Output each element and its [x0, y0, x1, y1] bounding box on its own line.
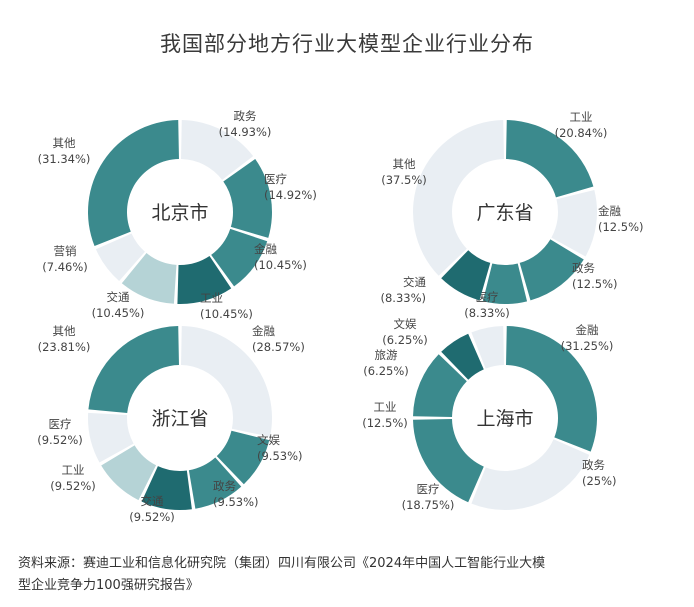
- slice-name-label: 其他: [53, 136, 76, 150]
- slice-value-label: (18.75%): [402, 498, 455, 512]
- slice-name-label: 政务: [572, 261, 595, 275]
- slice-旅游: [441, 333, 484, 380]
- slice-value-label: (25%): [582, 474, 617, 488]
- slice-value-label: (37.5%): [381, 173, 427, 187]
- slice-name-label: 工业: [200, 291, 223, 305]
- slice-政务: [471, 439, 590, 511]
- slice-金融: [181, 326, 272, 437]
- slice-交通: [141, 466, 192, 511]
- slice-value-label: (12.5%): [362, 416, 408, 430]
- slice-value-label: (7.46%): [42, 260, 88, 274]
- source-line-1: 资料来源：赛迪工业和信息化研究院（集团）四川有限公司《2024年中国人工智能行业…: [18, 556, 546, 571]
- slice-文娱: [471, 326, 504, 369]
- slice-政务: [519, 239, 584, 301]
- slice-value-label: (6.25%): [363, 364, 409, 378]
- source-line-2: 型企业竞争力100强研究报告》: [18, 578, 199, 593]
- slice-其他: [88, 326, 179, 414]
- slice-name-label: 工业: [62, 463, 85, 477]
- slice-value-label: (20.84%): [555, 126, 608, 140]
- slice-name-label: 政务: [213, 479, 236, 493]
- slice-文娱: [216, 430, 270, 485]
- slice-value-label: (9.53%): [213, 495, 259, 509]
- donut-center-label: 上海市: [476, 408, 533, 430]
- slice-name-label: 其他: [53, 324, 76, 338]
- slice-name-label: 交通: [403, 275, 426, 289]
- slice-交通: [441, 250, 491, 301]
- slice-name-label: 文娱: [257, 433, 280, 447]
- slice-name-label: 医疗: [49, 417, 72, 431]
- slice-医疗: [87, 412, 134, 463]
- slice-name-label: 政务: [582, 458, 605, 472]
- slice-医疗: [413, 419, 484, 503]
- slice-金融: [506, 326, 598, 452]
- donut-1: 政务 (14.93%) 医疗 (14.92%) 金融 (10.45%) 工业 (10.45%)…: [38, 109, 317, 321]
- slice-name-label: 其他: [393, 157, 416, 171]
- slice-value-label: (6.25%): [382, 333, 428, 347]
- slice-政务: [188, 457, 242, 509]
- slice-name-label: 文娱: [394, 317, 417, 331]
- slice-其他: [87, 120, 179, 247]
- slice-工业: [101, 445, 157, 501]
- slice-name-label: 金融: [254, 242, 277, 256]
- slice-政务: [181, 120, 254, 180]
- slice-金融: [211, 228, 268, 287]
- slice-value-label: (8.33%): [380, 291, 426, 305]
- slice-value-label: (10.45%): [92, 306, 145, 320]
- slice-value-label: (14.92%): [264, 188, 317, 202]
- donut-charts: 政务 (14.93%) 医疗 (14.92%) 金融 (10.45%) 工业 (10.45%)…: [37, 109, 643, 524]
- slice-value-label: (12.5%): [598, 220, 644, 234]
- slice-value-label: (12.5%): [572, 277, 618, 291]
- slice-name-label: 医疗: [264, 172, 287, 186]
- slice-value-label: (10.45%): [200, 307, 253, 321]
- donut-2: 工业(20.84%)金融(12.5%)政务(12.5%)医疗(8.33%)交通(…: [380, 110, 643, 320]
- slice-name-label: 交通: [107, 290, 130, 304]
- slice-工业: [177, 256, 232, 304]
- slice-value-label: (9.52%): [129, 510, 175, 524]
- slice-其他: [413, 120, 504, 276]
- slice-value-label: (9.53%): [257, 449, 303, 463]
- slice-value-label: (9.52%): [37, 433, 83, 447]
- slice-工业: [413, 354, 467, 417]
- slice-name-label: 营销: [54, 244, 77, 258]
- donut-center-label: 浙江省: [151, 408, 208, 430]
- donut-3: 金融 (28.57%) 文娱 (9.53%) 政务 (9.53%) 交通 (9.52%) 工业 (…: [37, 324, 305, 524]
- slice-value-label: (14.93%): [219, 125, 272, 139]
- slice-name-label: 金融: [576, 323, 599, 337]
- slice-value-label: (9.52%): [50, 479, 96, 493]
- slice-value-label: (23.81%): [38, 340, 91, 354]
- slice-医疗: [482, 263, 528, 305]
- slice-value-label: (31.25%): [561, 339, 614, 353]
- slice-金融: [551, 189, 598, 257]
- slice-value-label: (28.57%): [252, 340, 305, 354]
- slice-工业: [506, 120, 594, 198]
- slice-value-label: (10.45%): [254, 258, 307, 272]
- slice-name-label: 旅游: [375, 348, 398, 362]
- slice-name-label: 医疗: [417, 482, 440, 496]
- slice-交通: [121, 253, 177, 304]
- donut-center-label: 北京市: [151, 202, 208, 224]
- slice-value-label: (31.34%): [38, 152, 91, 166]
- slice-营销: [95, 233, 145, 281]
- slice-name-label: 政务: [234, 109, 257, 123]
- slice-name-label: 金融: [252, 324, 275, 338]
- donut-center-label: 广东省: [476, 202, 533, 224]
- slice-name-label: 交通: [141, 494, 164, 508]
- source-note: 资料来源：赛迪工业和信息化研究院（集团）四川有限公司《2024年中国人工智能行业…: [18, 553, 682, 597]
- slice-医疗: [223, 159, 272, 238]
- donut-4: 金融(31.25%)政务(25%)医疗(18.75%)工业(12.5%)旅游(6…: [362, 317, 616, 512]
- slice-value-label: (8.33%): [464, 306, 510, 320]
- slice-name-label: 工业: [374, 400, 397, 414]
- slice-name-label: 金融: [598, 204, 621, 218]
- slice-name-label: 工业: [570, 110, 593, 124]
- chart-title: 我国部分地方行业大模型企业行业分布: [160, 32, 534, 56]
